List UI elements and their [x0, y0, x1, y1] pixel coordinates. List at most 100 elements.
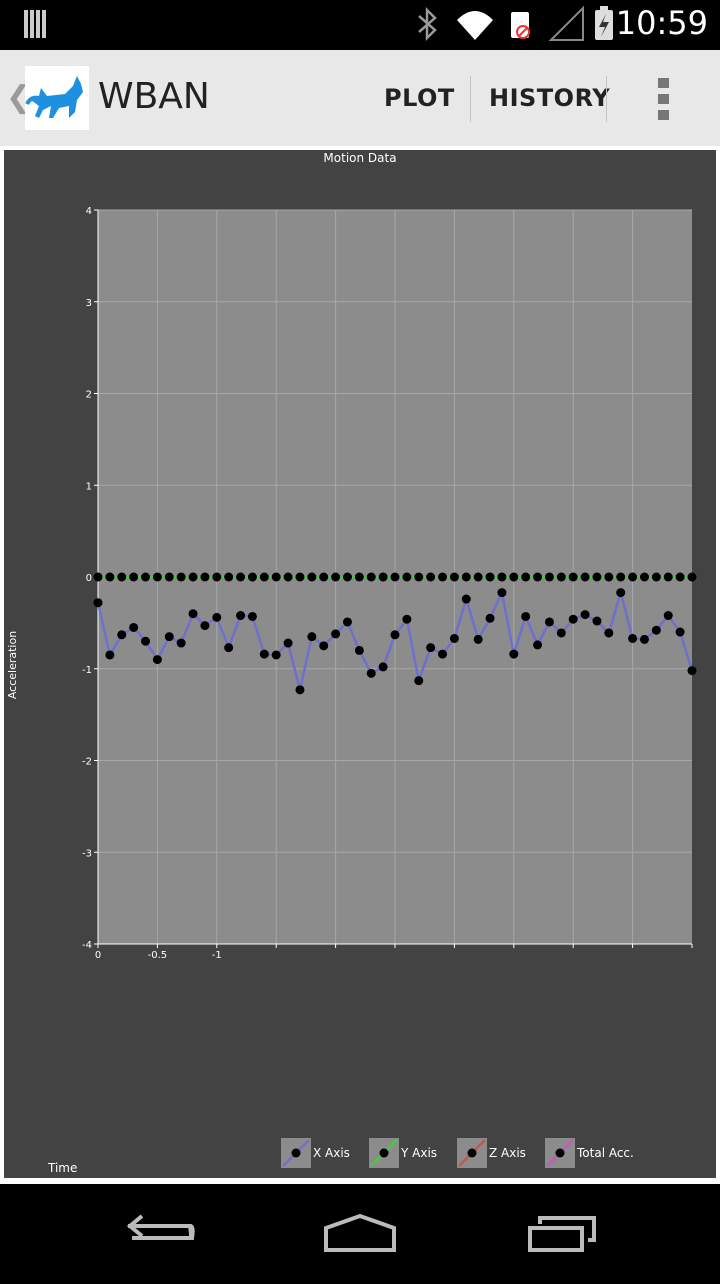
data-point	[164, 632, 174, 642]
data-point	[93, 598, 103, 608]
data-point	[247, 611, 257, 621]
data-point	[592, 572, 602, 582]
data-point	[188, 572, 198, 582]
data-point	[176, 572, 186, 582]
data-point	[378, 662, 388, 672]
y-tick-label: 1	[86, 481, 92, 492]
data-point	[616, 588, 626, 598]
data-point	[212, 612, 222, 622]
legend-marker	[379, 1148, 389, 1158]
x-tick-label: -0.5	[148, 950, 168, 961]
data-point	[354, 572, 364, 582]
status-icons	[24, 10, 46, 38]
data-point	[687, 572, 697, 582]
y-tick-label: 2	[86, 390, 92, 401]
y-tick-label: 4	[86, 206, 92, 217]
data-point	[129, 572, 139, 582]
history-button[interactable]: HISTORY	[489, 84, 611, 112]
data-point	[105, 650, 115, 660]
overflow-menu-icon[interactable]	[658, 78, 670, 122]
notification-icon	[24, 10, 46, 38]
status-bar: 10:59	[0, 0, 720, 50]
data-point	[295, 685, 305, 695]
data-point	[402, 614, 412, 624]
legend-label: Y Axis	[400, 1146, 437, 1160]
data-point	[152, 655, 162, 665]
data-point	[485, 572, 495, 582]
data-point	[331, 629, 341, 639]
data-point	[533, 640, 543, 650]
app-cat-icon[interactable]	[25, 66, 89, 130]
data-point	[105, 572, 115, 582]
data-point	[521, 611, 531, 621]
app-title: WBAN	[98, 76, 210, 117]
data-point	[129, 622, 139, 632]
signal-icon	[548, 5, 584, 41]
data-point	[509, 572, 519, 582]
data-point	[200, 621, 210, 631]
y-tick-label: 3	[86, 298, 92, 309]
data-point	[259, 649, 269, 659]
data-point	[307, 572, 317, 582]
data-point	[259, 572, 269, 582]
data-point	[224, 572, 234, 582]
data-point	[580, 610, 590, 620]
legend-marker	[291, 1148, 301, 1158]
legend-label: X Axis	[313, 1146, 350, 1160]
data-point	[592, 616, 602, 626]
data-point	[426, 643, 436, 653]
data-point	[639, 572, 649, 582]
data-point	[568, 614, 578, 624]
data-point	[521, 572, 531, 582]
plot-button[interactable]: PLOT	[384, 84, 455, 112]
navigation-bar	[0, 1184, 720, 1280]
legend-marker	[467, 1148, 477, 1158]
system-icons	[418, 5, 613, 42]
x-tick-label: -1	[212, 950, 222, 961]
data-point	[402, 572, 412, 582]
data-point	[390, 572, 400, 582]
data-point	[485, 613, 495, 623]
data-point	[224, 643, 234, 653]
data-point	[675, 572, 685, 582]
data-point	[556, 572, 566, 582]
data-point	[354, 645, 364, 655]
data-point	[271, 572, 281, 582]
data-point	[283, 638, 293, 648]
x-axis-label: Time	[47, 1161, 77, 1175]
legend-label: Z Axis	[489, 1146, 526, 1160]
legend-marker	[555, 1148, 565, 1158]
data-point	[497, 588, 507, 598]
data-point	[366, 572, 376, 582]
data-point	[509, 649, 519, 659]
data-point	[628, 633, 638, 643]
data-point	[295, 572, 305, 582]
y-tick-labels: 4 3 2 1 0 -1 -2 -3 -4	[82, 206, 98, 951]
data-point	[449, 572, 459, 582]
data-point	[378, 572, 388, 582]
series	[93, 572, 697, 695]
data-point	[414, 572, 424, 582]
battery-icon	[595, 6, 613, 40]
y-tick-label: -3	[82, 848, 92, 859]
data-point	[390, 630, 400, 640]
x-tick-labels: 0 -0.5 -1	[95, 944, 693, 961]
data-point	[331, 572, 341, 582]
data-point	[93, 572, 103, 582]
data-point	[604, 572, 614, 582]
data-point	[639, 634, 649, 644]
action-divider	[470, 76, 471, 122]
nav-buttons	[126, 1213, 596, 1252]
data-point	[604, 628, 614, 638]
data-point	[663, 572, 673, 582]
data-point	[687, 666, 697, 676]
recent-apps-icon	[528, 1216, 596, 1252]
status-time: 10:59	[615, 4, 708, 42]
data-point	[544, 617, 554, 627]
data-point	[544, 572, 554, 582]
data-point	[675, 627, 685, 637]
chart-area: 4 3 2 1 0 -1 -2 -3 -4 0 -0.5 -1 Motion Data Accele…	[4, 150, 716, 1178]
data-point	[449, 633, 459, 643]
data-point	[473, 634, 483, 644]
data-point	[117, 572, 127, 582]
